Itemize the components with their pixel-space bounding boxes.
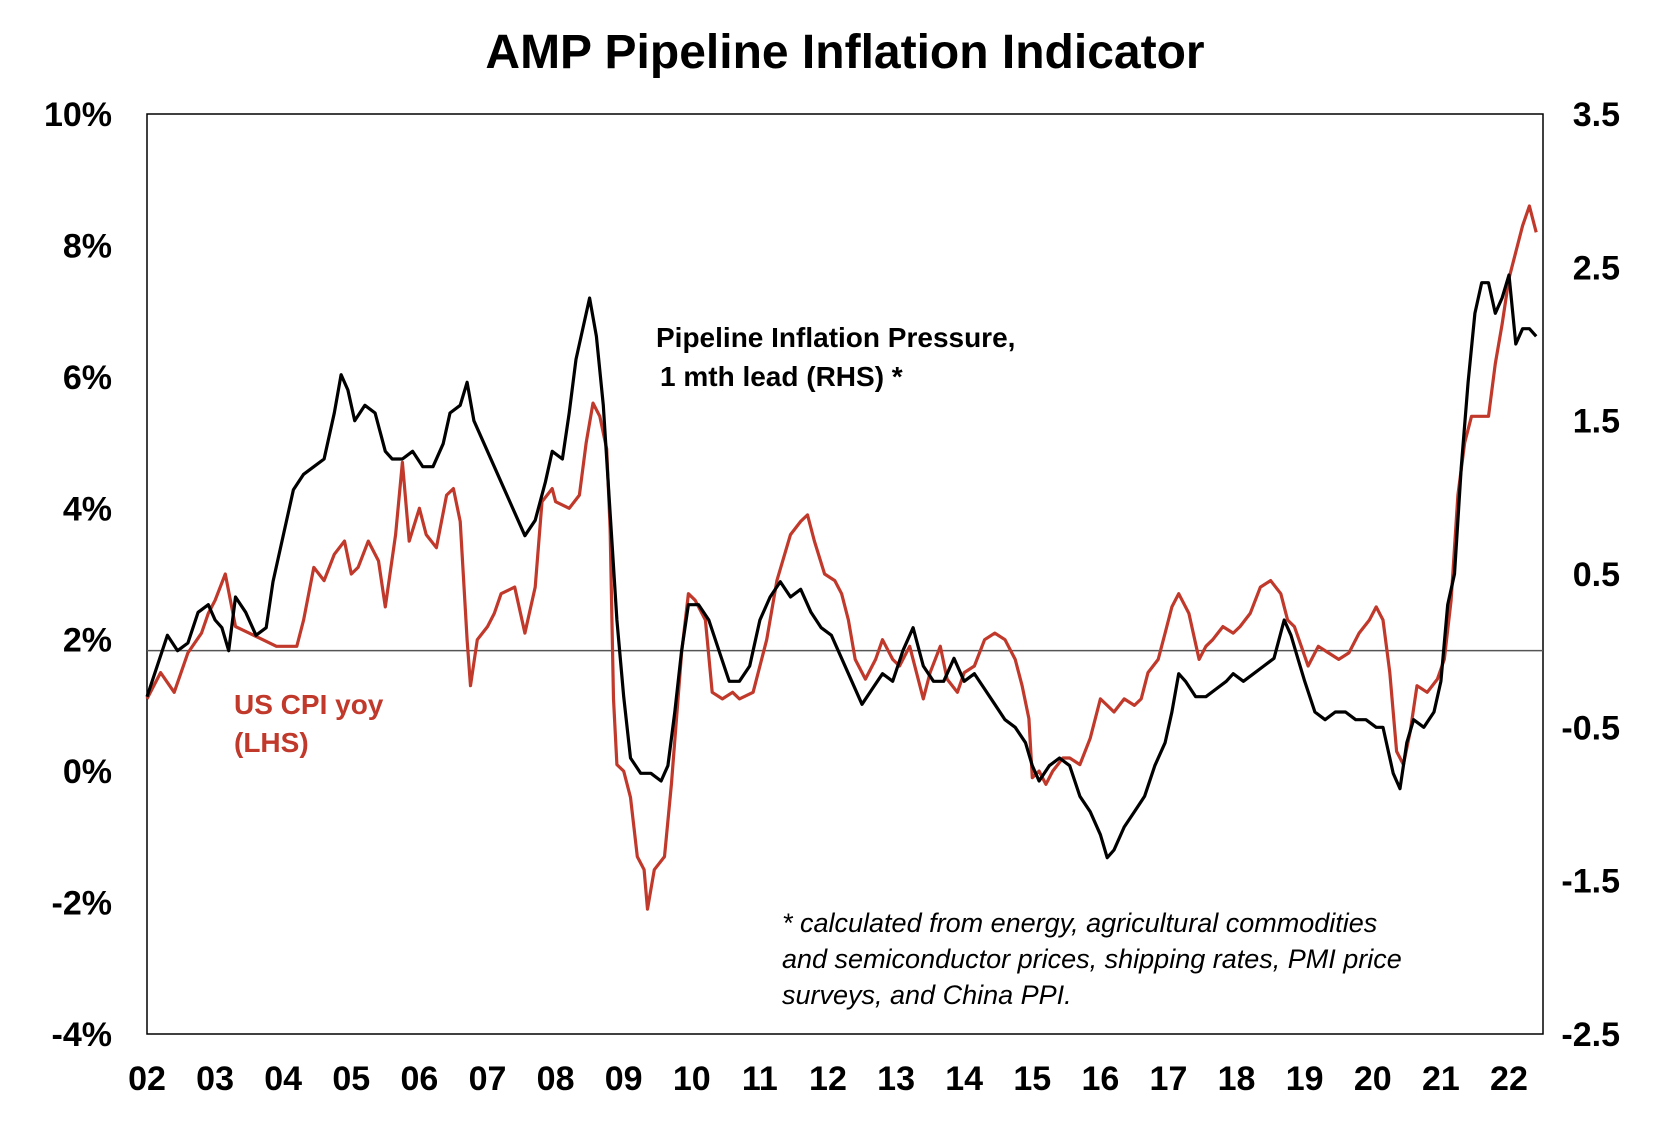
series-line-pipeline: [145, 273, 1538, 860]
x-tick-label: 18: [1218, 1060, 1256, 1098]
right-tick-label: 1.5: [1573, 403, 1620, 441]
pipeline-label-line-1: Pipeline Inflation Pressure,: [656, 322, 1015, 353]
right-tick-label: -2.5: [1561, 1016, 1620, 1054]
right-tick-label: -0.5: [1561, 709, 1620, 747]
x-tick-label: 07: [469, 1060, 507, 1098]
plot-area: [146, 113, 1544, 1035]
pipeline-label-line-2: 1 mth lead (RHS) *: [660, 361, 903, 392]
x-tick-label: 16: [1081, 1060, 1119, 1098]
x-tick-label: 20: [1354, 1060, 1392, 1098]
left-tick-label: -2%: [52, 885, 112, 923]
cpi-label-line-1: US CPI yoy: [234, 689, 384, 720]
chart-title: AMP Pipeline Inflation Indicator: [485, 26, 1204, 79]
left-tick-label: 8%: [63, 227, 112, 265]
x-tick-label: 10: [673, 1060, 711, 1098]
x-axis: 02 03 04 05 06 07 08 09 10 11 12 13 14 15 16 17 18 19 20 21…: [128, 1060, 1528, 1098]
cpi-label-line-2: (LHS): [234, 727, 309, 758]
footnote-line-2: and semiconductor prices, shipping rates…: [782, 944, 1402, 974]
right-tick-label: 3.5: [1573, 96, 1620, 134]
x-tick-label: 21: [1422, 1060, 1460, 1098]
x-tick-label: 09: [605, 1060, 643, 1098]
x-tick-label: 06: [400, 1060, 438, 1098]
x-tick-label: 03: [196, 1060, 234, 1098]
left-tick-label: 4%: [63, 490, 112, 528]
x-tick-label: 22: [1490, 1060, 1528, 1098]
x-tick-label: 12: [809, 1060, 847, 1098]
left-tick-label: 2%: [63, 622, 112, 660]
x-tick-label: 05: [332, 1060, 370, 1098]
x-tick-label: 11: [742, 1060, 778, 1098]
x-tick-label: 02: [128, 1060, 166, 1098]
left-tick-label: 6%: [63, 359, 112, 397]
footnote-line-3: surveys, and China PPI.: [782, 980, 1072, 1010]
x-tick-label: 19: [1286, 1060, 1324, 1098]
right-tick-label: 2.5: [1573, 249, 1620, 287]
series-label-us-cpi: US CPI yoy (LHS): [234, 689, 384, 758]
footnote: * calculated from energy, agricultural c…: [782, 908, 1402, 1010]
x-tick-label: 13: [877, 1060, 915, 1098]
right-tick-label: -1.5: [1561, 863, 1620, 901]
series-line-us-cpi: [145, 204, 1538, 911]
x-tick-label: 14: [945, 1060, 983, 1098]
x-tick-label: 04: [264, 1060, 302, 1098]
right-tick-label: 0.5: [1573, 556, 1620, 594]
series-label-pipeline: Pipeline Inflation Pressure, 1 mth lead …: [656, 322, 1015, 392]
left-tick-label: 10%: [44, 96, 112, 134]
footnote-line-1: * calculated from energy, agricultural c…: [782, 908, 1377, 938]
x-tick-label: 08: [537, 1060, 575, 1098]
right-axis: 3.5 2.5 1.5 0.5 -0.5 -1.5 -2.5: [1561, 96, 1620, 1054]
left-axis: 10% 8% 6% 4% 2% 0% -2% -4%: [44, 96, 112, 1054]
x-tick-label: 15: [1013, 1060, 1051, 1098]
left-tick-label: -4%: [52, 1016, 112, 1054]
plot-frame: [146, 113, 1544, 1035]
left-tick-label: 0%: [63, 753, 112, 791]
x-tick-label: 17: [1150, 1060, 1188, 1098]
